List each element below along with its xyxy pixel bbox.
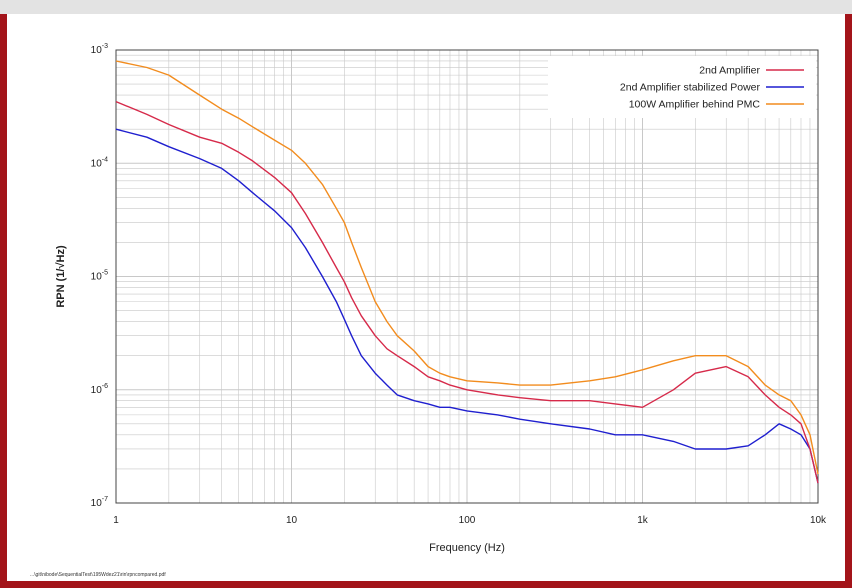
- y-tick-label: 10-4: [91, 156, 108, 169]
- legend-label: 2nd Amplifier: [699, 65, 760, 77]
- y-tick-label: 10-5: [91, 270, 108, 283]
- legend-label: 2nd Amplifier stabilized Power: [620, 82, 761, 94]
- y-tick-label: 10-6: [91, 383, 108, 396]
- x-tick-label: 100: [459, 515, 476, 526]
- series-layer: [115, 60, 819, 484]
- top-strip: [0, 0, 852, 14]
- y-tick-label: 10-3: [91, 43, 108, 56]
- grid: [116, 50, 818, 503]
- legend: 2nd Amplifier 2nd Amplifier stabilized Po…: [548, 56, 816, 118]
- x-tick-label: 1: [113, 515, 119, 526]
- y-axis-label: RPN (1/√Hz): [55, 245, 67, 308]
- x-tick-label: 1k: [637, 515, 649, 526]
- legend-label: 100W Amplifier behind PMC: [629, 99, 761, 111]
- tick-labels: 1 10 100 1k 10k 10-3 10-4 10-5 10-6 10-7: [91, 43, 827, 526]
- x-tick-label: 10k: [810, 515, 827, 526]
- series-2nd-amplifier-stabilized-power: [115, 128, 819, 484]
- x-axis-label: Frequency (Hz): [429, 542, 505, 554]
- y-tick-label: 10-7: [91, 496, 108, 509]
- axes-box: [115, 49, 819, 504]
- series-2nd-amplifier: [115, 100, 819, 484]
- series-100w-amplifier-behind-pmc: [115, 60, 819, 475]
- x-tick-label: 10: [286, 515, 298, 526]
- file-path: ...\git\nibode\SequentialTest\195Wdez21\…: [30, 572, 166, 578]
